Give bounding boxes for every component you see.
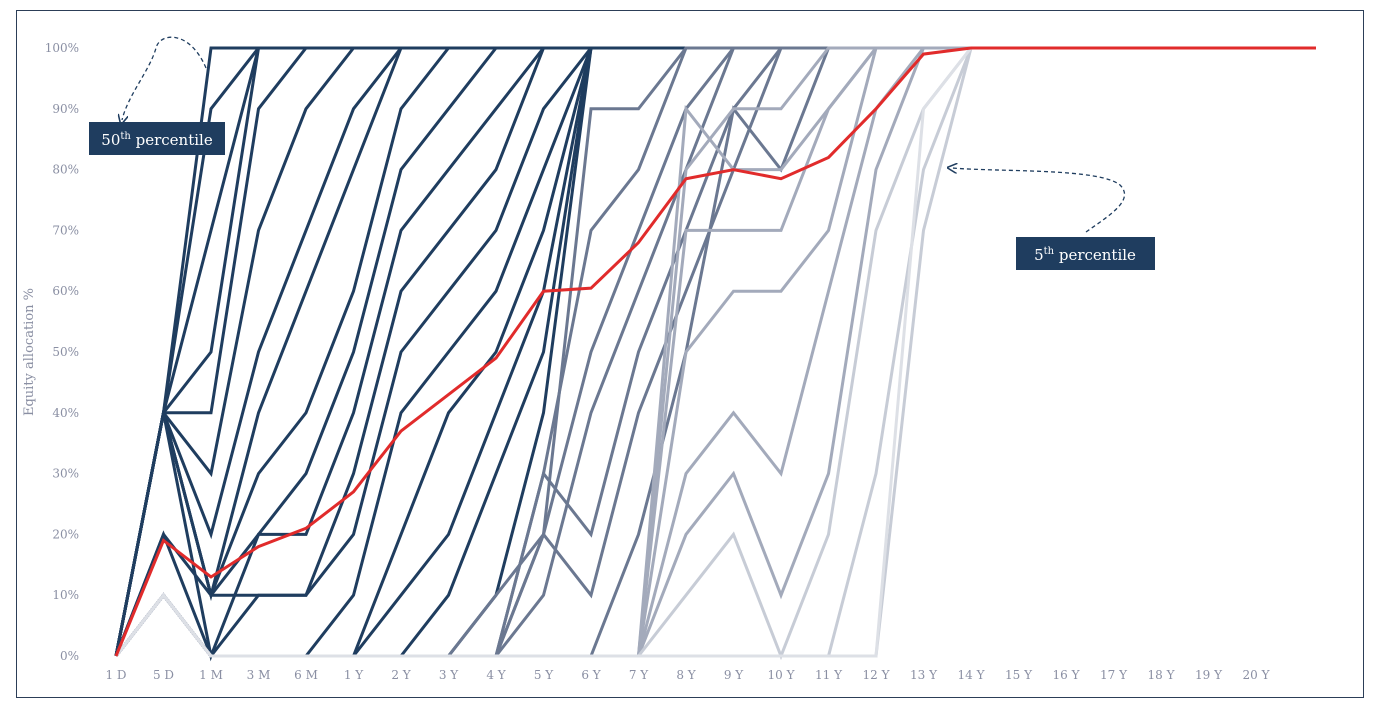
- x-tick-label: 16 Y: [1052, 668, 1080, 682]
- allocation-path-11: [114, 46, 1316, 662]
- allocation-path-8: [114, 46, 1316, 657]
- x-tick-label: 6 M: [294, 668, 318, 682]
- chart-frame: [16, 10, 1364, 698]
- allocation-path-12: [114, 46, 1316, 657]
- callout-5th-sup: th: [1044, 246, 1055, 257]
- allocation-path-33: [114, 46, 1316, 658]
- y-tick-label: 90%: [52, 102, 79, 116]
- allocation-path-29: [114, 46, 1316, 658]
- x-tick-label: 1 D: [105, 668, 126, 682]
- allocation-path-7: [114, 46, 1316, 657]
- x-tick-label: 17 Y: [1100, 668, 1128, 682]
- x-tick-label: 4 Y: [486, 668, 506, 682]
- y-tick-label: 70%: [52, 223, 79, 237]
- x-tick-label: 18 Y: [1147, 668, 1175, 682]
- x-tick-label: 11 Y: [815, 668, 843, 682]
- allocation-path-17: [114, 46, 1316, 658]
- callout-5th-percentile: 5th percentile: [1016, 237, 1155, 270]
- y-tick-label: 80%: [52, 163, 79, 177]
- y-axis-ticks: 0% 10% 20% 30% 40% 50% 60% 70% 80% 90% 100%: [45, 41, 79, 663]
- x-tick-label: 12 Y: [862, 668, 890, 682]
- allocation-path-22: [114, 46, 1316, 658]
- allocation-path-1: [114, 46, 1316, 657]
- y-tick-label: 10%: [52, 588, 79, 602]
- allocation-path-30: [114, 46, 1316, 658]
- callout-50th-base: 50: [101, 131, 120, 149]
- callout-50th-text: percentile: [131, 131, 213, 149]
- allocation-path-21: [114, 46, 1316, 658]
- allocation-path-34: [114, 46, 1316, 658]
- x-tick-label: 3 Y: [439, 668, 459, 682]
- svg-text:50th percentile: 50th percentile: [101, 131, 213, 149]
- arrow-50th: [122, 36, 207, 120]
- allocation-path-23: [114, 46, 1316, 658]
- svg-text:5th percentile: 5th percentile: [1034, 246, 1136, 264]
- allocation-path-6: [114, 46, 1316, 657]
- allocation-paths: [114, 46, 1316, 662]
- x-tick-label: 2 Y: [391, 668, 411, 682]
- allocation-path-10: [114, 46, 1316, 657]
- x-tick-label: 20 Y: [1242, 668, 1270, 682]
- callout-5th-base: 5: [1034, 246, 1044, 264]
- callout-50th-percentile: 50th percentile: [89, 122, 225, 155]
- allocation-path-5: [114, 46, 1316, 657]
- x-tick-label: 19 Y: [1195, 668, 1223, 682]
- x-tick-label: 8 Y: [676, 668, 696, 682]
- median-path: [114, 46, 1316, 657]
- x-tick-label: 14 Y: [957, 668, 985, 682]
- allocation-path-26: [114, 46, 1316, 658]
- allocation-path-35: [114, 46, 1316, 658]
- y-tick-label: 30%: [52, 467, 79, 481]
- x-tick-label: 13 Y: [910, 668, 938, 682]
- y-tick-label: 20%: [52, 527, 79, 541]
- allocation-path-15: [114, 46, 1316, 658]
- x-tick-label: 15 Y: [1005, 668, 1033, 682]
- allocation-path-13: [114, 46, 1316, 659]
- allocation-path-2: [114, 46, 1316, 657]
- allocation-path-3: [114, 46, 1316, 657]
- allocation-path-9: [114, 46, 1316, 657]
- arrow-5th: [952, 168, 1126, 233]
- x-tick-label: 10 Y: [767, 668, 795, 682]
- x-tick-label: 1 M: [199, 668, 223, 682]
- x-axis-ticks: 1 D 5 D 1 M 3 M 6 M 1 Y 2 Y 3 Y 4 Y 5 Y 6 Y 7 Y 8 Y 9…: [105, 668, 1270, 682]
- y-axis-label: Equity allocation %: [22, 288, 37, 416]
- allocation-path-4: [114, 46, 1316, 657]
- allocation-path-25: [114, 46, 1316, 658]
- x-tick-label: 5 Y: [534, 668, 554, 682]
- allocation-path-18: [114, 46, 1316, 658]
- allocation-path-31: [114, 46, 1316, 658]
- x-tick-label: 5 D: [153, 668, 174, 682]
- callout-5th-text: percentile: [1054, 246, 1136, 264]
- y-tick-label: 0%: [60, 649, 79, 663]
- y-tick-label: 50%: [52, 345, 79, 359]
- allocation-path-20: [114, 46, 1316, 658]
- allocation-path-24: [114, 46, 1316, 658]
- allocation-path-14: [114, 46, 1316, 658]
- allocation-path-32: [114, 46, 1316, 661]
- allocation-path-28: [114, 46, 1316, 658]
- x-tick-label: 7 Y: [629, 668, 649, 682]
- allocation-path-16: [114, 46, 1316, 658]
- allocation-path-27: [114, 46, 1316, 658]
- callout-50th-sup: th: [120, 131, 131, 142]
- x-tick-label: 6 Y: [581, 668, 601, 682]
- x-tick-label: 9 Y: [724, 668, 744, 682]
- y-tick-label: 100%: [45, 41, 79, 55]
- y-tick-label: 40%: [52, 406, 79, 420]
- x-tick-label: 3 M: [247, 668, 271, 682]
- y-tick-label: 60%: [52, 284, 79, 298]
- median-path-line: [114, 46, 1316, 657]
- x-tick-label: 1 Y: [344, 668, 364, 682]
- allocation-path-19: [114, 46, 1316, 658]
